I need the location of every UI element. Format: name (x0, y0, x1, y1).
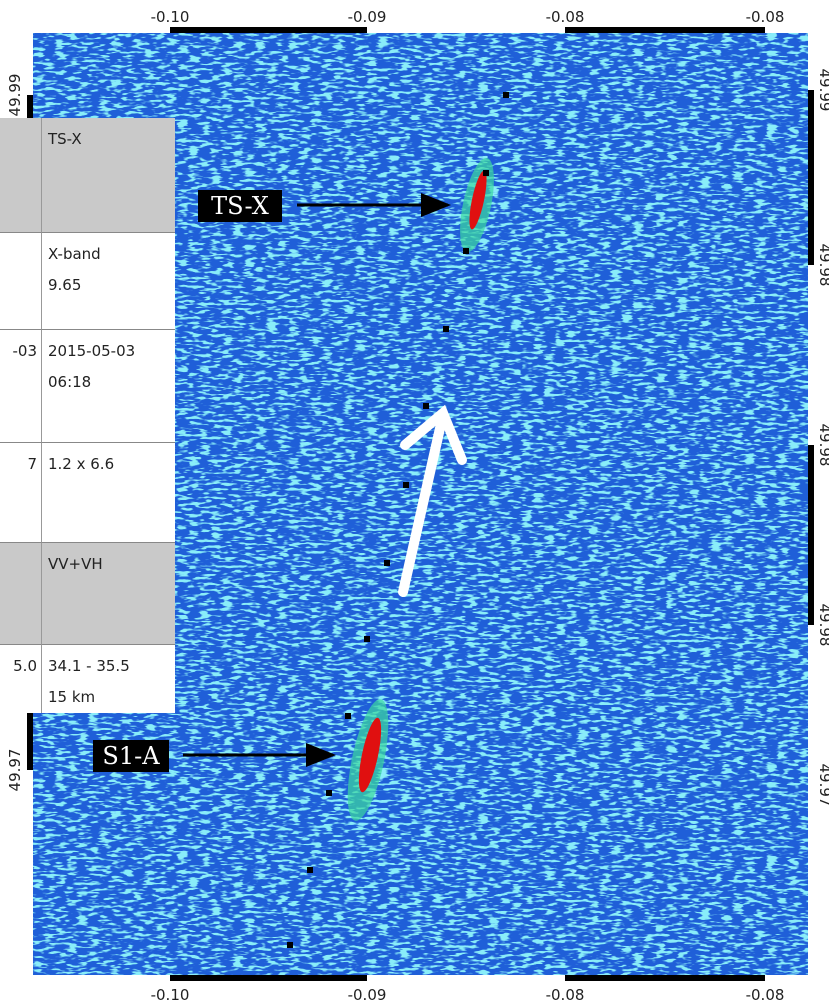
frame-label: -0.10 (151, 8, 190, 26)
table-cell: 5.0 (0, 645, 42, 713)
frame-label: 49.98 (816, 244, 829, 287)
table-cell: 34.1 - 35.5 15 km (42, 645, 175, 713)
table-cell (0, 118, 42, 233)
frame-label: -0.08 (746, 8, 785, 26)
table-cell: X-band 9.65 (42, 233, 175, 330)
frame-label: -0.08 (746, 986, 785, 1004)
ship-label: S1-A (102, 742, 160, 770)
frame-label: 49.98 (816, 424, 829, 467)
table-cell (0, 543, 42, 645)
table-cell: VV+VH (42, 543, 175, 645)
frame-label: -0.09 (348, 8, 387, 26)
frame-label: 49.97 (816, 764, 829, 807)
frame-label: 49.99 (816, 69, 829, 112)
table-cell: TS-X (42, 118, 175, 233)
frame-label: -0.10 (151, 986, 190, 1004)
table-cell: 2015-05-03 06:18 (42, 330, 175, 443)
table-cell (0, 233, 42, 330)
table-cell: 7 (0, 443, 42, 543)
frame-label: 49.99 (6, 74, 24, 117)
frame-label: 49.97 (6, 749, 24, 792)
ship-label: TS-X (211, 192, 269, 220)
table-cell: 1.2 x 6.6 (42, 443, 175, 543)
frame-label: 49.98 (816, 604, 829, 647)
table-cell: -03 (0, 330, 42, 443)
frame-label: -0.09 (348, 986, 387, 1004)
page: TS-X S1-A -0.10 -0.10 -0.09 -0.09 -0.08 -0.08… (0, 0, 829, 1005)
frame-label: -0.08 (546, 8, 585, 26)
frame-label: -0.08 (546, 986, 585, 1004)
